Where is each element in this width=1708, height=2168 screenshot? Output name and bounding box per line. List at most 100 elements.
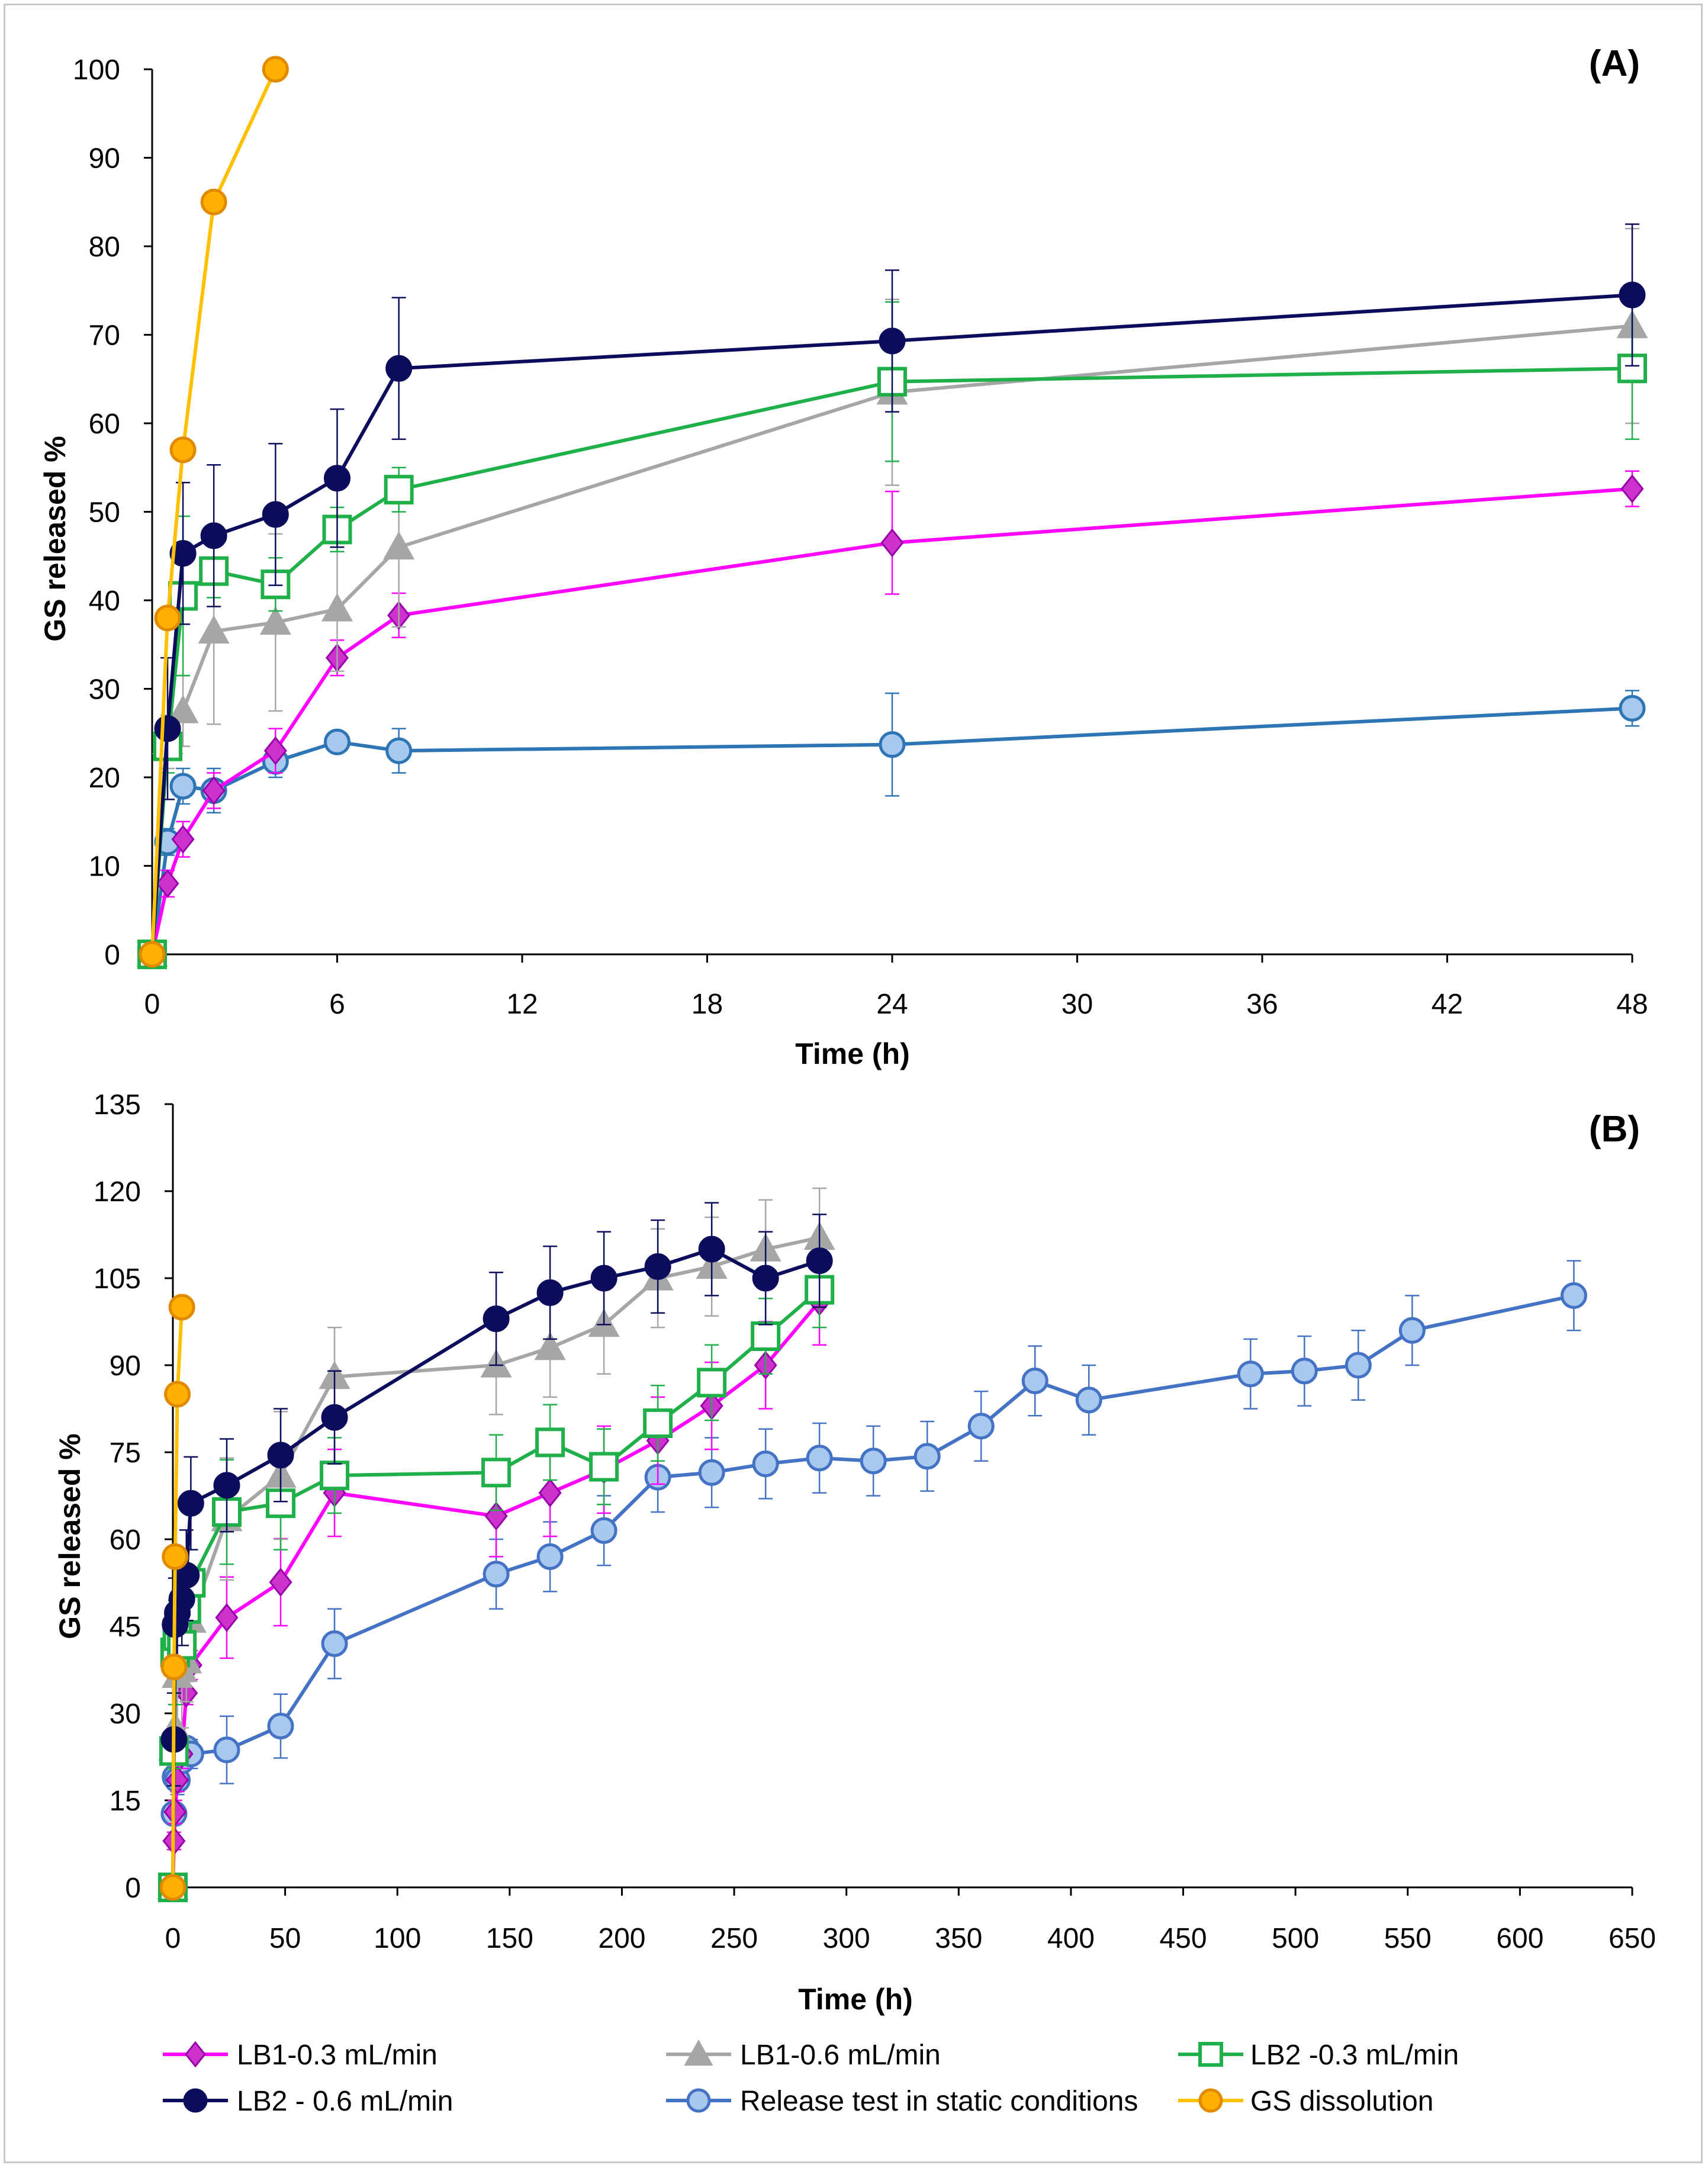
- panel-b-point-static: [483, 1561, 510, 1588]
- panel-a-y-tick-label: 50: [89, 497, 120, 529]
- panel-a-y-tick-label: 20: [89, 763, 120, 794]
- panel-b-point-static: [1237, 1360, 1264, 1388]
- panel-b-point-static: [1398, 1317, 1426, 1344]
- panel-b-point-static: [698, 1459, 725, 1486]
- legend-item-lb1-03: LB1-0.3 mL/min: [163, 2040, 438, 2071]
- panel-b-x-tick-label: 350: [935, 1923, 982, 1954]
- panel-a-y-tick-label: 70: [89, 320, 120, 352]
- panel-a-x-tick-label: 24: [876, 989, 908, 1020]
- panel-b-point-lb1-03: [166, 1765, 189, 1795]
- panel-a-y-tick-label: 10: [89, 851, 120, 883]
- panel-b-point-lb1-03: [538, 1478, 562, 1508]
- panel-b-x-tick-label: 250: [710, 1923, 758, 1954]
- legend-label-static: Release test in static conditions: [740, 2086, 1138, 2117]
- panel-b-line-static: [171, 1294, 1575, 1888]
- legend-swatch-marker: [1198, 2088, 1223, 2113]
- panel-a-point-dissolution: [169, 436, 197, 464]
- panel-a-x-axis-title: Time (h): [795, 1037, 910, 1070]
- legend-swatch-lb1-06: [666, 2039, 731, 2066]
- panel-b-chart: 0 15 30 45 60 75 90 105 120 135 0 50 100 150 200 250 30…: [53, 1089, 1656, 2016]
- legend-swatch-marker: [183, 2088, 208, 2113]
- panel-a-point-dissolution: [262, 56, 289, 83]
- panel-a-point-lb2-03: [384, 475, 414, 505]
- panel-b-x-tick-label: 650: [1609, 1923, 1656, 1954]
- panel-b-point-static: [1021, 1367, 1048, 1394]
- legend-label-lb1-03: LB1-0.3 mL/min: [237, 2040, 438, 2071]
- panel-a-x-tick-label: 48: [1616, 989, 1648, 1020]
- panel-a-label: (A): [1589, 43, 1640, 84]
- panel-b-point-dissolution: [159, 1874, 186, 1901]
- panel-a-series-static: [139, 690, 1646, 968]
- panel-a-axes: [151, 69, 1632, 956]
- panel-b-point-static: [590, 1517, 617, 1544]
- panel-b-axes: [172, 1104, 1632, 1889]
- panel-b-point-lb1-03: [269, 1568, 292, 1597]
- legend-swatch-lb2-03: [1178, 2042, 1243, 2067]
- panel-a-point-lb2-06: [262, 501, 289, 528]
- panel-a-point-lb1-03: [171, 825, 195, 854]
- panel-b-point-static: [913, 1443, 941, 1470]
- panel-a-point-static: [324, 728, 350, 755]
- panel-b-plot: [157, 1187, 1587, 1902]
- panel-b-point-lb2-03: [697, 1368, 727, 1398]
- panel-a-series-lb1-03: [140, 470, 1644, 969]
- panel-a-point-lb2-06: [385, 355, 413, 382]
- panel-b-point-lb1-03: [215, 1603, 239, 1632]
- panel-b-point-lb1-06: [534, 1331, 566, 1360]
- panel-b-y-ticks: 0 15 30 45 60 75 90 105 120 135: [94, 1089, 173, 1904]
- panel-a-point-lb2-06: [200, 522, 227, 549]
- legend-swatch-marker: [684, 2039, 713, 2066]
- legend-swatch-marker: [1198, 2042, 1223, 2067]
- panel-a-point-lb2-06: [154, 715, 181, 742]
- legend-label-dissolution: GS dissolution: [1250, 2086, 1434, 2117]
- panel-b-x-tick-label: 550: [1384, 1923, 1432, 1954]
- panel-a-point-static: [385, 737, 413, 764]
- panel-a-series-lb2-06: [139, 223, 1646, 968]
- panel-b-point-lb2-06: [698, 1236, 725, 1263]
- panel-b-point-lb2-03: [643, 1408, 673, 1438]
- panel-a-point-lb1-03: [1620, 474, 1644, 504]
- panel-b-point-static: [536, 1543, 564, 1570]
- panel-b-y-tick-label: 90: [110, 1350, 141, 1382]
- panel-a-point-lb2-06: [1619, 281, 1646, 308]
- panel-a-point-static: [1619, 694, 1646, 722]
- panel-b-point-static: [267, 1713, 294, 1740]
- panel-b-x-axis-title: Time (h): [798, 1983, 913, 2016]
- panel-a-point-lb1-06: [383, 531, 415, 559]
- panel-a-point-dissolution: [139, 941, 166, 968]
- panel-b-point-static: [321, 1630, 348, 1657]
- panel-b-point-static: [967, 1413, 995, 1440]
- panel-a-point-lb1-06: [167, 694, 199, 723]
- panel-a-y-axis-title: GS released %: [38, 436, 72, 641]
- panel-b-point-dissolution: [168, 1294, 195, 1321]
- panel-b-point-dissolution: [162, 1543, 189, 1570]
- panel-b-point-lb2-03: [589, 1452, 619, 1482]
- panel-a-point-dissolution: [154, 604, 181, 632]
- panel-b-y-tick-label: 135: [94, 1089, 141, 1121]
- panel-a-y-tick-label: 0: [104, 940, 120, 971]
- panel-a-point-lb1-06: [321, 593, 353, 622]
- panel-b-x-ticks: 0 50 100 150 200 250 300 350 400 450 500 550 600 650: [165, 1887, 1656, 1954]
- panel-b-point-static: [213, 1736, 240, 1764]
- panel-a-y-tick-label: 30: [89, 674, 120, 706]
- panel-a-x-ticks: 0 6 12 18 24 30 36 42 48: [144, 954, 1648, 1020]
- legend-item-dissolution: GS dissolution: [1178, 2086, 1434, 2117]
- legend-swatch-marker: [185, 2041, 206, 2068]
- panel-b-x-tick-label: 500: [1272, 1923, 1319, 1954]
- legend-label-lb2-03: LB2 -0.3 mL/min: [1250, 2040, 1459, 2071]
- legend-swatch-lb2-06: [163, 2088, 228, 2113]
- panel-b-x-tick-label: 400: [1047, 1923, 1095, 1954]
- panel-a-y-tick-label: 80: [89, 231, 120, 263]
- panel-b-point-lb2-06: [177, 1490, 204, 1517]
- panel-a-point-lb1-03: [156, 869, 179, 898]
- panel-a-y-tick-label: 60: [89, 408, 120, 440]
- figure-frame: [4, 4, 1703, 2163]
- panel-b-y-tick-label: 60: [110, 1524, 141, 1556]
- panel-b-point-lb2-03: [481, 1458, 512, 1488]
- panel-a-series-dissolution: [139, 56, 289, 968]
- panel-a-point-lb1-03: [263, 736, 287, 765]
- legend-item-lb2-03: LB2 -0.3 mL/min: [1178, 2040, 1459, 2071]
- panel-b-label: (B): [1589, 1109, 1640, 1150]
- panel-b-point-lb2-06: [483, 1305, 510, 1333]
